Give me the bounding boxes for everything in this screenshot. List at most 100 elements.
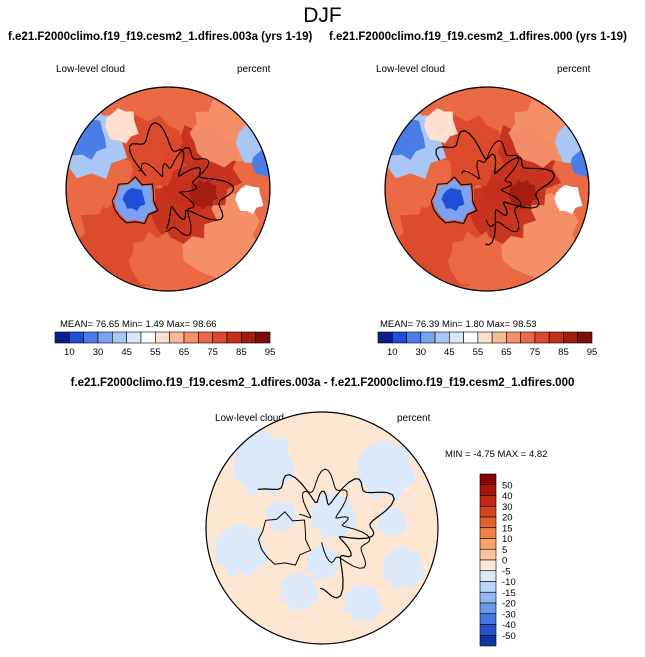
low-cloud-patch <box>235 184 264 215</box>
colorbar-swatch <box>434 331 450 344</box>
colorbar-swatch <box>479 538 497 550</box>
colorbar-tick-label: -20 <box>502 599 516 610</box>
low-cloud-patch <box>554 184 583 215</box>
colorbar-tick-label: -40 <box>502 620 516 631</box>
colorbar-swatch <box>391 331 407 344</box>
colorbar-swatch <box>54 331 70 344</box>
colorbar-tick-label: 85 <box>558 347 569 358</box>
difference-patch <box>310 492 357 540</box>
colorbar-swatch <box>255 331 271 344</box>
colorbar-tick-label: 30 <box>416 347 427 358</box>
cloud-patch <box>508 179 538 210</box>
panel2-stats: MEAN= 76.39 Min= 1.80 Max= 98.53 <box>380 319 537 330</box>
panel2-units-label: percent <box>557 64 591 75</box>
colorbar-tick-label: -5 <box>502 566 510 577</box>
difference-patch <box>356 438 416 500</box>
colorbar-swatch <box>479 624 497 636</box>
colorbar-tick-label: -15 <box>502 588 516 599</box>
coastline <box>435 130 556 246</box>
diff-panel-title: f.e21.F2000climo.f19_f19.cesm2_1.dfires.… <box>70 377 575 389</box>
colorbar-tick-label: 20 <box>502 513 513 524</box>
colorbar-tick-label: 95 <box>265 347 276 358</box>
colorbar-swatch <box>479 484 497 496</box>
colorbar-tick-label: 10 <box>64 347 75 358</box>
colorbar-tick-label: 10 <box>387 347 398 358</box>
coastline <box>461 140 522 233</box>
colorbar-swatch <box>169 331 185 344</box>
coastline <box>138 147 210 237</box>
colorbar-tick-label: 55 <box>150 347 161 358</box>
low-cloud-patch <box>105 108 139 144</box>
coastline <box>257 474 395 599</box>
coastline <box>257 511 312 566</box>
colorbar-swatch <box>479 613 497 625</box>
colorbar-swatch <box>563 331 579 344</box>
colorbar-swatch <box>479 634 497 647</box>
colorbar-swatch <box>463 331 479 344</box>
colorbar-swatch <box>491 331 507 344</box>
colorbar-swatch <box>69 331 84 344</box>
colorbar-tick-label: 95 <box>587 347 598 358</box>
panel2-variable-label: Low-level cloud <box>376 64 445 75</box>
globe-map-panel-1 <box>65 86 271 292</box>
panel1-units-label: percent <box>237 64 271 75</box>
colorbar-swatch <box>83 331 99 344</box>
colorbar-tick-label: -10 <box>502 577 516 588</box>
coastline <box>298 468 371 569</box>
difference-patch <box>343 584 382 623</box>
diff-units-label: percent <box>397 413 431 424</box>
colorbar-swatch <box>534 331 550 344</box>
colorbar-swatch <box>420 331 436 344</box>
colorbar-tick-label: 85 <box>236 347 247 358</box>
colorbar-swatch <box>577 331 593 344</box>
colorbar-tick-label: 45 <box>121 347 132 358</box>
colorbar-tick-label: 30 <box>93 347 104 358</box>
colorbar-tick-label: 45 <box>444 347 455 358</box>
colorbar-tick-label: 65 <box>179 347 190 358</box>
main-title: DJF <box>303 4 342 27</box>
colorbar-swatch <box>241 331 256 344</box>
colorbar-swatch <box>140 331 156 344</box>
colorbar-swatch <box>479 570 497 582</box>
globe-map-panel-2 <box>384 86 590 292</box>
panel1-stats: MEAN= 76.65 Min= 1.49 Max= 98.66 <box>60 319 217 330</box>
colorbar-tick-label: 55 <box>473 347 484 358</box>
low-cloud-patch <box>251 150 270 178</box>
colorbar-tick-label: 15 <box>502 523 513 534</box>
colorbar-tick-label: 10 <box>502 534 513 545</box>
colorbar-swatch <box>479 591 497 604</box>
colorbar-swatch <box>479 602 497 615</box>
colorbar-swatch <box>520 331 536 344</box>
difference-patch <box>214 523 267 578</box>
colorbar-swatch <box>479 581 497 593</box>
colorbar-swatch <box>377 331 393 344</box>
colorbar-tick-label: 5 <box>502 545 507 556</box>
colorbar-swatch <box>479 495 497 507</box>
low-cloud-patch <box>570 150 589 178</box>
colorbar-swatch <box>479 505 497 518</box>
difference-patch <box>382 546 424 590</box>
greenland-low-cloud <box>441 187 465 212</box>
colorbar-tick-label: 40 <box>502 491 513 502</box>
colorbar-swatch <box>479 527 497 539</box>
colorbar-swatch <box>212 331 228 344</box>
colorbar-swatch <box>506 331 521 344</box>
colorbar-tick-label: 30 <box>502 502 513 513</box>
difference-patch <box>265 500 298 533</box>
coastline <box>129 121 235 230</box>
cloud-patch <box>128 231 187 291</box>
coastline <box>111 176 159 225</box>
colorbar-swatch <box>226 331 242 344</box>
colorbar-swatch <box>449 331 464 344</box>
globe-outline <box>205 411 439 645</box>
colorbar-swatch <box>477 331 493 344</box>
colorbar-tick-label: 65 <box>501 347 512 358</box>
difference-patch <box>232 430 296 497</box>
diff-stats: MIN = -4.75 MAX = 4.82 <box>445 449 548 460</box>
coastline <box>430 176 478 225</box>
globe-outline <box>65 86 271 292</box>
colorbar-tick-label: 75 <box>530 347 541 358</box>
panel1-title: f.e21.F2000climo.f19_f19.cesm2_1.dfires.… <box>8 31 313 43</box>
